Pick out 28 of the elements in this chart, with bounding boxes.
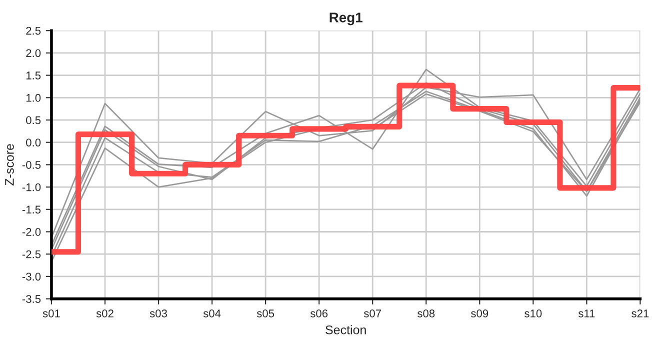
x-tick-label: s11 — [578, 310, 595, 318]
x-tick-label: s07 — [364, 310, 381, 318]
x-tick-label: s09 — [470, 310, 488, 318]
y-tick-label: 1.5 — [26, 72, 41, 80]
y-tick-label: -2.0 — [22, 228, 41, 236]
y-tick-label: -1.5 — [22, 206, 41, 214]
x-tick-label: s08 — [417, 310, 435, 318]
x-axis-title: Section — [326, 325, 366, 334]
x-tick-label: s06 — [310, 310, 328, 318]
x-tick-label: s10 — [524, 310, 542, 318]
y-axis-title: Z-score — [5, 144, 14, 186]
y-tick-label: 1.0 — [26, 94, 41, 102]
y-tick-label: -3.5 — [22, 295, 41, 303]
y-tick-label: 2.0 — [26, 49, 41, 58]
y-tick-label: 0.0 — [26, 138, 41, 146]
y-tick-label: -2.5 — [22, 250, 41, 258]
y-tick-label: -1.0 — [22, 183, 41, 192]
y-tick-label: -0.5 — [22, 160, 41, 169]
y-tick-label: 2.5 — [26, 26, 41, 35]
y-tick-label: -3.0 — [22, 272, 41, 281]
x-tick-label: s03 — [150, 310, 167, 318]
x-tick-label: s01 — [42, 310, 60, 318]
y-tick-label: 0.5 — [26, 116, 41, 124]
x-tick-label: s21 — [632, 310, 649, 318]
x-tick-label: s05 — [256, 310, 274, 318]
x-tick-label: s04 — [203, 310, 221, 318]
chart-title: Reg1 — [330, 12, 362, 26]
x-tick-label: s02 — [96, 310, 114, 318]
